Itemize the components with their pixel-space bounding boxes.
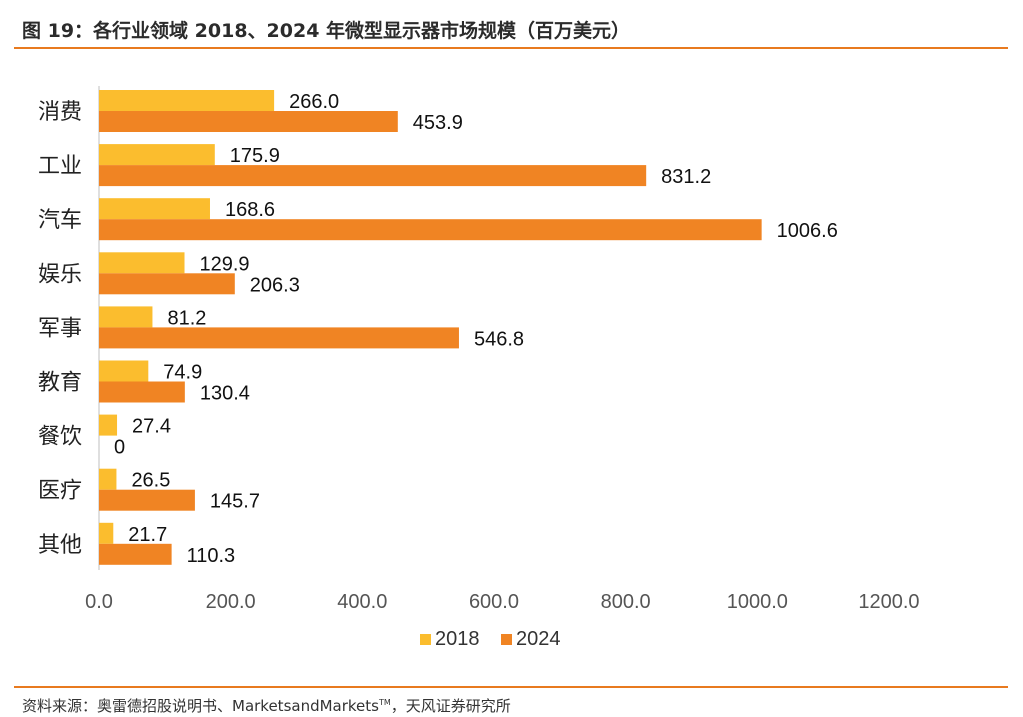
bar-2018 [99,90,275,111]
data-label-2018: 26.5 [131,470,170,492]
data-label-2018: 129.9 [200,253,250,275]
data-label-2024: 206.3 [250,274,300,296]
bar-2018 [99,252,185,274]
legend-label-2024: 2024 [516,628,561,650]
bar-2018 [99,468,117,490]
category-label: 餐饮 [38,425,82,450]
bar-2018 [99,144,215,166]
data-label-2024: 453.9 [413,112,463,134]
bar-2024 [99,489,195,511]
bar-2018 [99,198,210,220]
bar-2024 [99,543,172,565]
bar-2018 [99,360,149,382]
trademark-mark: TM [378,698,391,707]
data-label-2024: 1006.6 [777,220,838,242]
legend-swatch-2018 [420,634,431,645]
category-label: 消费 [38,100,82,125]
data-label-2018: 266.0 [289,91,339,113]
data-label-2018: 168.6 [225,199,275,221]
data-label-2024: 0 [114,437,125,459]
data-label-2018: 21.7 [128,524,167,546]
x-tick-label: 400.0 [337,591,387,613]
data-label-2018: 27.4 [132,416,171,438]
data-label-2018: 81.2 [167,307,206,329]
x-tick-label: 800.0 [601,591,651,613]
data-label-2024: 110.3 [187,545,236,567]
bar-2018 [99,522,114,544]
source-note: 资料来源：奥雷德招股说明书、MarketsandMarketsTM，天风证券研究… [22,695,511,716]
legend-label-2018: 2018 [435,628,480,650]
title-divider [14,47,1008,49]
category-label: 教育 [38,371,82,396]
chart-title: 图 19：各行业领域 2018、2024 年微型显示器市场规模（百万美元） [22,20,631,42]
bar-2018 [99,306,153,328]
category-label: 娱乐 [38,262,82,287]
data-label-2018: 175.9 [230,145,280,167]
data-label-2018: 74.9 [163,362,202,384]
source-text-end: ，天风证券研究所 [390,697,511,715]
bar-2018 [99,414,118,436]
data-label-2024: 130.4 [200,383,250,405]
category-label: 汽车 [38,208,82,233]
x-tick-label: 600.0 [469,591,519,613]
bar-2024 [99,273,235,295]
bar-2024 [99,111,398,132]
category-label: 军事 [38,316,82,341]
data-label-2024: 145.7 [210,491,260,513]
category-label: 其他 [38,533,82,558]
bar-chart: 消费 266.0 453.9 工业 175.9 831.2 汽车 168.6 1006.6 娱乐 1… [38,86,920,650]
bar-2024 [99,381,185,403]
data-label-2024: 831.2 [661,166,711,188]
bar-2024 [99,327,459,349]
footer-divider [14,686,1008,688]
data-label-2024: 546.8 [474,328,524,350]
legend-swatch-2024 [501,634,512,645]
category-label: 工业 [38,154,82,179]
x-tick-label: 0.0 [85,591,113,613]
bar-2024 [99,165,647,187]
x-tick-label: 200.0 [206,591,256,613]
x-tick-label: 1000.0 [727,591,788,613]
x-tick-label: 1200.0 [858,591,919,613]
category-label: 医疗 [38,479,82,504]
bar-2024 [99,219,762,241]
source-text: 资料来源：奥雷德招股说明书、MarketsandMarkets [22,697,379,715]
